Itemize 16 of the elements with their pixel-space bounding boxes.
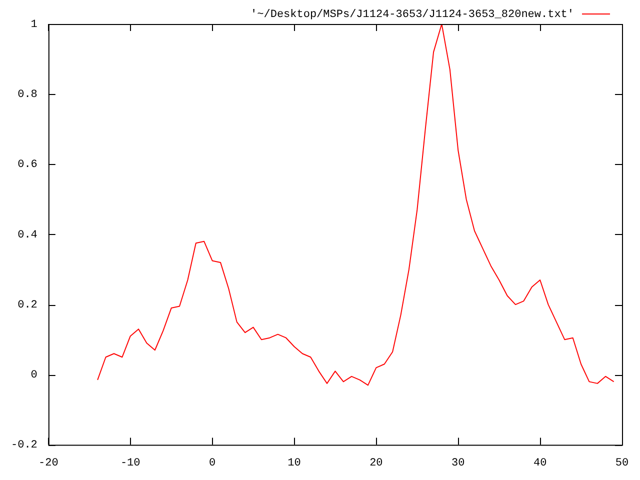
y-tick-label: 1 (30, 18, 38, 31)
x-tick-label: 20 (370, 457, 383, 470)
x-tick-label: -20 (38, 457, 58, 470)
y-tick-label: 0.6 (18, 159, 38, 172)
y-tick-label: 0.8 (18, 89, 38, 102)
x-tick-label: 50 (615, 457, 629, 470)
y-tick-label: 0 (30, 370, 38, 382)
x-tick-label: 40 (533, 457, 547, 470)
x-tick-label: 10 (288, 457, 301, 470)
x-tick-label: 0 (208, 457, 216, 470)
x-tick-label: -10 (120, 457, 140, 470)
x-tick-label: 30 (452, 457, 465, 470)
legend-label: '~/Desktop/MSPs/J1124-3653/J1124-3653_820new.txt' (250, 8, 574, 21)
y-tick-label: 0.4 (18, 229, 38, 242)
y-tick-label: 0.2 (18, 299, 38, 312)
y-tick-label: -0.2 (11, 440, 38, 452)
